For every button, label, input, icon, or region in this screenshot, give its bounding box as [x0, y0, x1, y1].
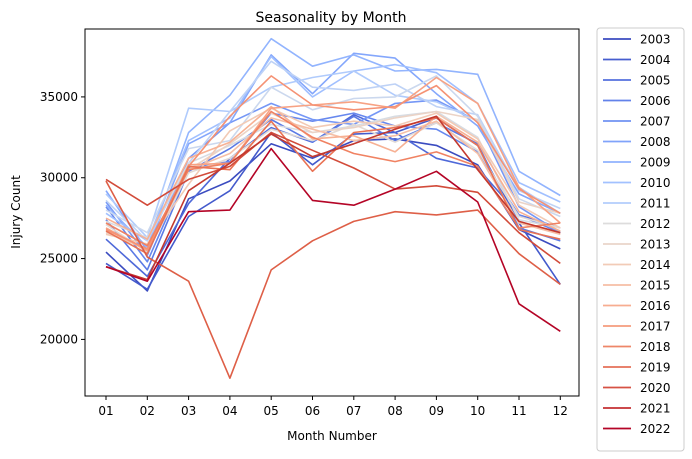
legend-label: 2013 — [640, 238, 671, 252]
legend-label: 2005 — [640, 74, 671, 88]
plot-area-frame — [84, 28, 580, 397]
legend-label: 2011 — [640, 197, 671, 211]
x-tick-label: 12 — [553, 404, 568, 418]
y-tick-label: 20000 — [40, 332, 78, 346]
legend-label: 2012 — [640, 217, 671, 231]
x-tick-label: 05 — [264, 404, 279, 418]
series-line-21 — [105, 117, 561, 255]
legend-label: 2010 — [640, 176, 671, 190]
series-line-7 — [105, 37, 561, 249]
series-line-9 — [105, 70, 561, 239]
legend-label: 2022 — [640, 422, 671, 436]
legend-label: 2015 — [640, 279, 671, 293]
legend-frame — [596, 27, 685, 452]
legend-label: 2004 — [640, 53, 671, 67]
x-tick-label: 01 — [98, 404, 113, 418]
series-line-22 — [105, 180, 561, 380]
x-tick-label: 09 — [429, 404, 444, 418]
y-tick-label: 25000 — [40, 252, 78, 266]
legend-label: 2007 — [640, 115, 671, 129]
legend-label: 2006 — [640, 94, 671, 108]
x-tick-label: 11 — [511, 404, 526, 418]
legend-label: 2003 — [640, 33, 671, 47]
series-layer — [105, 37, 561, 380]
series-line-23 — [105, 131, 561, 265]
legend-label: 2019 — [640, 361, 671, 375]
x-tick-label: 10 — [470, 404, 485, 418]
x-tick-label: 08 — [387, 404, 402, 418]
y-tick-label: 35000 — [40, 90, 78, 104]
legend-label: 2016 — [640, 299, 671, 313]
x-tick-label: 03 — [181, 404, 196, 418]
legend-label: 2021 — [640, 402, 671, 416]
series-line-25 — [105, 147, 561, 332]
series-line-13 — [105, 122, 561, 253]
x-axis: 01 02 03 04 05 06 07 08 09 10 11 12 — [98, 396, 568, 418]
series-line-15 — [105, 107, 561, 245]
x-tick-label: 07 — [346, 404, 361, 418]
x-tick-label: 04 — [222, 404, 237, 418]
legend-label: 2008 — [640, 135, 671, 149]
legend-label: 2020 — [640, 381, 671, 395]
x-tick-label: 06 — [305, 404, 320, 418]
series-line-24 — [105, 115, 561, 281]
legend-label: 2009 — [640, 156, 671, 170]
x-tick-label: 02 — [140, 404, 155, 418]
x-axis-label: Month Number — [287, 429, 377, 443]
legend-label: 2014 — [640, 258, 671, 272]
legend-label: 2018 — [640, 340, 671, 354]
series-line-17 — [105, 105, 561, 240]
y-axis-label: Injury Count — [9, 175, 23, 249]
legend-label: 2017 — [640, 320, 671, 334]
legend-items: 2003 2004 2005 2006 2007 2008 2009 2010 2011 2012… — [603, 33, 671, 436]
y-tick-label: 30000 — [40, 171, 78, 185]
y-axis: 20000 25000 30000 35000 — [40, 90, 85, 346]
legend: 2003 2004 2005 2006 2007 2008 2009 2010 2011 2012… — [596, 27, 685, 452]
chart-title: Seasonality by Month — [256, 10, 407, 26]
